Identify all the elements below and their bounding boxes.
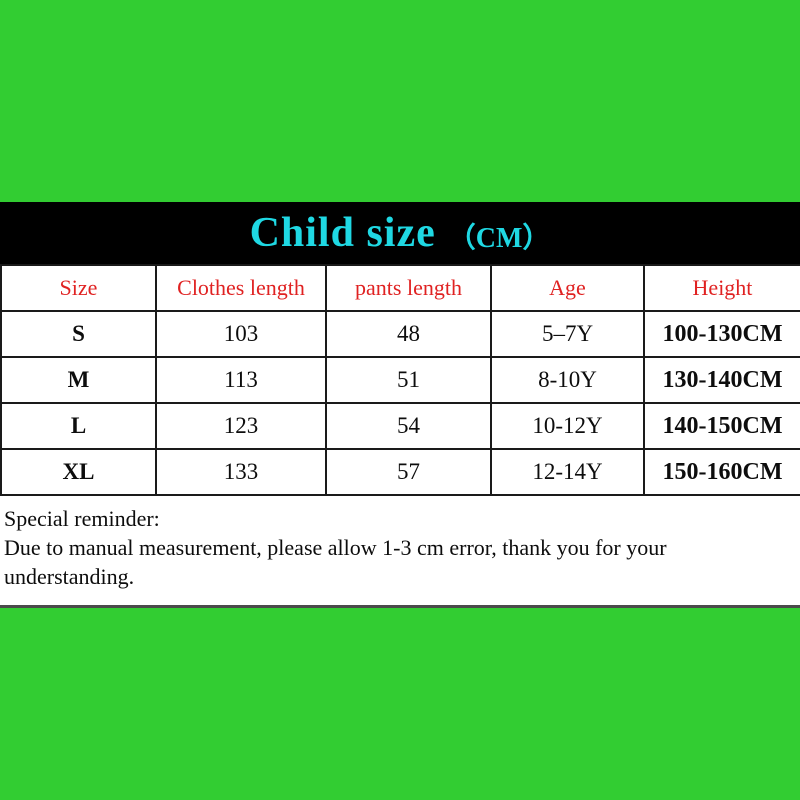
cell-clothes-length: 133 bbox=[155, 448, 327, 496]
table-row: S 103 48 5–7Y 100-130CM bbox=[0, 310, 800, 358]
cell-pants-length: 57 bbox=[325, 448, 492, 496]
cell-age: 12-14Y bbox=[490, 448, 645, 496]
cell-clothes-length: 123 bbox=[155, 402, 327, 450]
page-title-unit: （CM） bbox=[447, 223, 551, 254]
size-chart-panel: Size Clothes length pants length Age Hei… bbox=[0, 264, 800, 608]
column-header-clothes-length: Clothes length bbox=[155, 264, 327, 312]
column-header-age: Age bbox=[490, 264, 645, 312]
cell-clothes-length: 113 bbox=[155, 356, 327, 404]
cell-height: 130-140CM bbox=[643, 356, 800, 404]
table-row: XL 133 57 12-14Y 150-160CM bbox=[0, 448, 800, 496]
cell-pants-length: 51 bbox=[325, 356, 492, 404]
cell-pants-length: 54 bbox=[325, 402, 492, 450]
cell-height: 140-150CM bbox=[643, 402, 800, 450]
special-reminder-body: Due to manual measurement, please allow … bbox=[4, 535, 667, 589]
cell-size: S bbox=[0, 310, 157, 358]
size-table: Size Clothes length pants length Age Hei… bbox=[0, 264, 800, 496]
cell-clothes-length: 103 bbox=[155, 310, 327, 358]
column-header-pants-length: pants length bbox=[325, 264, 492, 312]
special-reminder-heading: Special reminder: bbox=[4, 506, 160, 531]
title-bar: Child size （CM） bbox=[0, 202, 800, 264]
cell-height: 100-130CM bbox=[643, 310, 800, 358]
column-header-height: Height bbox=[643, 264, 800, 312]
table-row: M 113 51 8-10Y 130-140CM bbox=[0, 356, 800, 404]
table-row: L 123 54 10-12Y 140-150CM bbox=[0, 402, 800, 450]
table-header-row: Size Clothes length pants length Age Hei… bbox=[0, 264, 800, 312]
cell-size: L bbox=[0, 402, 157, 450]
cell-pants-length: 48 bbox=[325, 310, 492, 358]
cell-size: M bbox=[0, 356, 157, 404]
cell-age: 5–7Y bbox=[490, 310, 645, 358]
page-title: Child size bbox=[249, 210, 436, 256]
cell-age: 8-10Y bbox=[490, 356, 645, 404]
cell-age: 10-12Y bbox=[490, 402, 645, 450]
column-header-size: Size bbox=[0, 264, 157, 312]
cell-size: XL bbox=[0, 448, 157, 496]
special-reminder: Special reminder: Due to manual measurem… bbox=[0, 496, 800, 601]
top-green-band bbox=[0, 0, 800, 202]
cell-height: 150-160CM bbox=[643, 448, 800, 496]
